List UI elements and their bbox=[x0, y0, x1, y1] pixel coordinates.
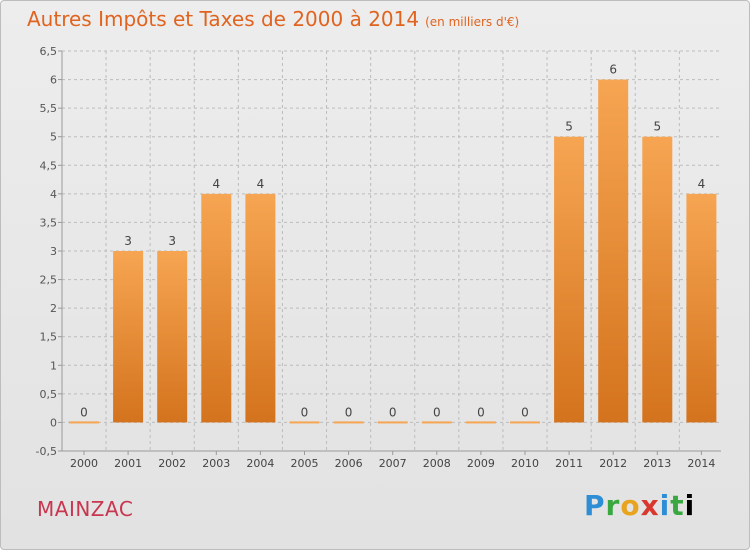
y-tick-label: 2 bbox=[50, 302, 57, 315]
y-tick-label: 4,5 bbox=[40, 159, 58, 172]
data-label: 0 bbox=[433, 405, 441, 419]
bar bbox=[201, 193, 232, 423]
commune-name: MAINZAC bbox=[37, 497, 134, 521]
x-tick-label: 2001 bbox=[114, 457, 142, 470]
data-label: 0 bbox=[389, 405, 397, 419]
data-label: 4 bbox=[257, 177, 265, 191]
bar bbox=[686, 193, 717, 423]
x-tick-label: 2010 bbox=[511, 457, 539, 470]
data-label: 0 bbox=[345, 405, 353, 419]
x-tick-label: 2009 bbox=[467, 457, 495, 470]
y-tick-labels: -0,5 0 0,5 1 1,5 2 2,5 3 3,5 4 4,5 5 5,5 6 6,5 bbox=[36, 45, 57, 458]
bar bbox=[157, 251, 188, 423]
data-label: 4 bbox=[212, 177, 220, 191]
bars bbox=[69, 79, 717, 424]
y-tick-label: 0 bbox=[50, 416, 57, 429]
y-tick-label: 1,5 bbox=[40, 331, 58, 344]
chart-title-text: Autres Impôts et Taxes de 2000 à 2014 bbox=[27, 7, 420, 31]
chart-title: Autres Impôts et Taxes de 2000 à 2014 (en… bbox=[27, 7, 519, 31]
x-tick-label: 2000 bbox=[70, 457, 98, 470]
x-tick-label: 2005 bbox=[291, 457, 319, 470]
data-label: 5 bbox=[565, 120, 573, 134]
bar bbox=[113, 251, 144, 423]
data-label: 3 bbox=[168, 234, 176, 248]
x-tick-label: 2011 bbox=[555, 457, 583, 470]
x-tick-labels: 2000 2001 2002 2003 2004 2005 2006 2007 2008 2009… bbox=[70, 457, 715, 470]
y-tick-label: 2,5 bbox=[40, 274, 58, 287]
data-label: 0 bbox=[521, 405, 529, 419]
chart-unit: (en milliers d'€) bbox=[425, 15, 520, 29]
y-tick-label: 4 bbox=[50, 188, 57, 201]
bar bbox=[465, 421, 496, 424]
x-tick-label: 2006 bbox=[335, 457, 363, 470]
bar bbox=[289, 421, 320, 424]
proxiti-logo: Proxiti bbox=[584, 489, 696, 522]
y-tick-label: 1 bbox=[50, 359, 57, 372]
bar bbox=[642, 136, 673, 423]
y-tick-label: 3,5 bbox=[40, 216, 58, 229]
x-tick-label: 2007 bbox=[379, 457, 407, 470]
y-tick-label: 6,5 bbox=[40, 45, 58, 58]
data-label: 6 bbox=[609, 63, 617, 77]
bar bbox=[421, 421, 452, 424]
bar bbox=[333, 421, 364, 424]
data-label: 5 bbox=[653, 120, 661, 134]
bar bbox=[510, 421, 540, 424]
data-label: 0 bbox=[301, 405, 309, 419]
bar bbox=[69, 421, 99, 424]
y-tick-label: 5,5 bbox=[40, 102, 58, 115]
bar bbox=[598, 79, 629, 423]
x-tick-label: 2004 bbox=[246, 457, 274, 470]
y-tick-label: 3 bbox=[50, 245, 57, 258]
x-tick-label: 2008 bbox=[423, 457, 451, 470]
x-tick-label: 2014 bbox=[687, 457, 715, 470]
y-tick-label: 6 bbox=[50, 74, 57, 87]
y-tick-label: -0,5 bbox=[36, 445, 57, 458]
data-label: 3 bbox=[124, 234, 132, 248]
x-tick-label: 2012 bbox=[599, 457, 627, 470]
x-tick-label: 2013 bbox=[643, 457, 671, 470]
data-label: 4 bbox=[698, 177, 706, 191]
data-label: 0 bbox=[477, 405, 485, 419]
y-tick-label: 0,5 bbox=[40, 388, 58, 401]
data-labels: 0 3 3 4 4 0 0 0 0 0 0 5 6 5 4 bbox=[80, 63, 705, 420]
bar bbox=[245, 193, 276, 423]
bar bbox=[377, 421, 408, 424]
y-tick-label: 5 bbox=[50, 131, 57, 144]
x-tick-label: 2003 bbox=[202, 457, 230, 470]
bar bbox=[554, 136, 585, 423]
data-label: 0 bbox=[80, 405, 88, 419]
x-tick-label: 2002 bbox=[158, 457, 186, 470]
axes bbox=[58, 50, 721, 455]
